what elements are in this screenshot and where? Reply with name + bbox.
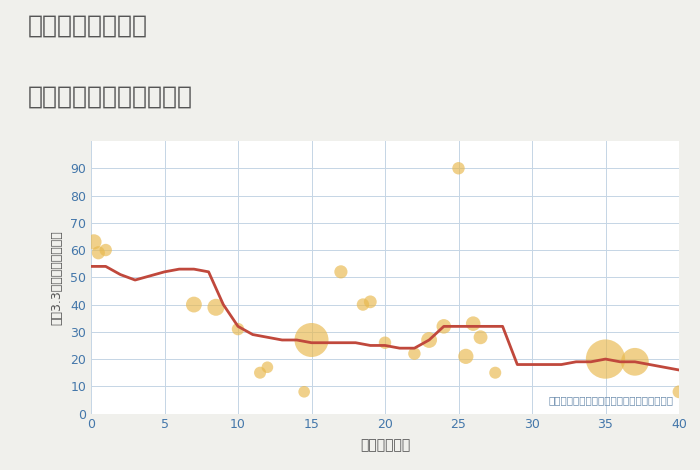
- Text: 築年数別中古戸建て価格: 築年数別中古戸建て価格: [28, 85, 193, 109]
- Point: [358, 301, 369, 308]
- X-axis label: 築年数（年）: 築年数（年）: [360, 439, 410, 453]
- Point: [92, 249, 104, 257]
- Point: [424, 336, 435, 344]
- Point: [262, 363, 273, 371]
- Point: [379, 339, 391, 346]
- Point: [335, 268, 346, 275]
- Point: [232, 325, 244, 333]
- Point: [255, 369, 266, 376]
- Point: [490, 369, 501, 376]
- Text: 兵庫県加東市森の: 兵庫県加東市森の: [28, 14, 148, 38]
- Point: [409, 350, 420, 357]
- Point: [100, 246, 111, 254]
- Point: [629, 358, 641, 366]
- Y-axis label: 坪（3.3㎡）単価（万円）: 坪（3.3㎡）単価（万円）: [50, 230, 63, 325]
- Point: [306, 336, 317, 344]
- Point: [188, 301, 199, 308]
- Point: [600, 355, 611, 363]
- Text: 円の大きさは、取引のあった物件面積を示す: 円の大きさは、取引のあった物件面積を示す: [548, 395, 673, 406]
- Point: [673, 388, 685, 396]
- Point: [461, 352, 472, 360]
- Point: [365, 298, 376, 306]
- Point: [468, 320, 479, 328]
- Point: [453, 164, 464, 172]
- Point: [298, 388, 309, 396]
- Point: [438, 322, 449, 330]
- Point: [210, 304, 221, 311]
- Point: [475, 334, 486, 341]
- Point: [88, 238, 99, 246]
